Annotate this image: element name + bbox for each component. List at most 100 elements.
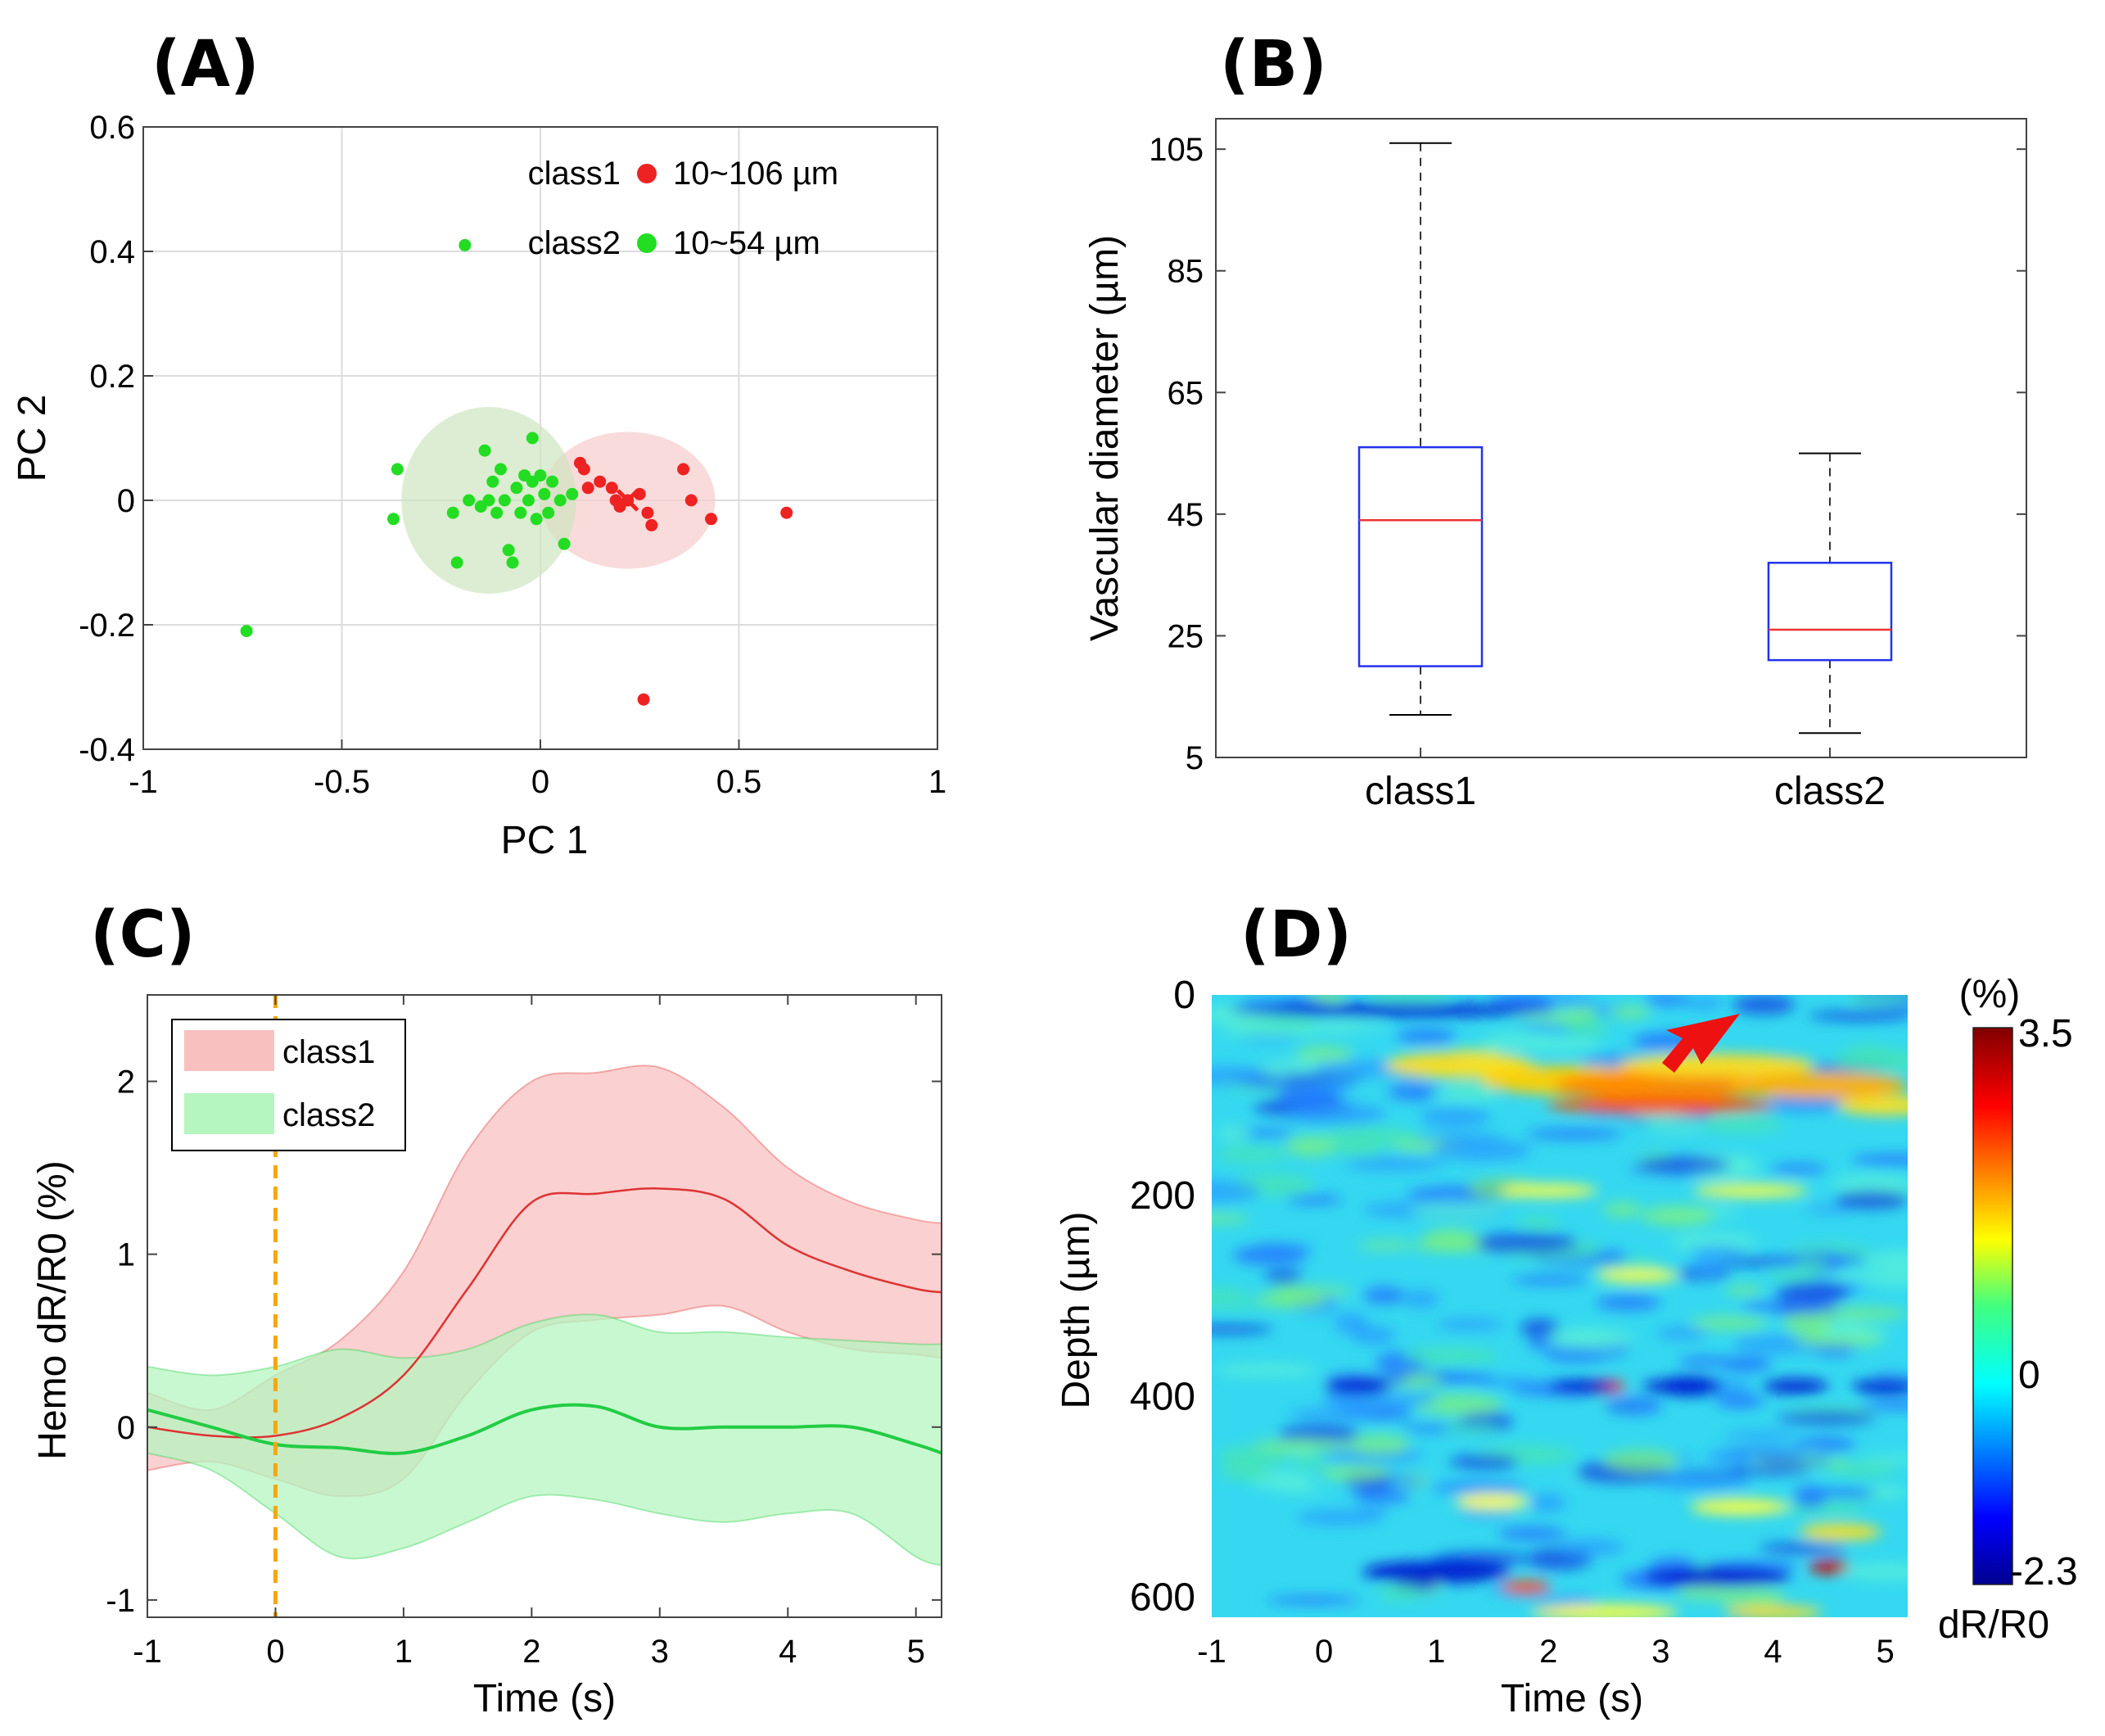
b-x-ticks: class1 class2 <box>1365 748 1886 813</box>
d-texture-blob <box>1449 1454 1520 1470</box>
d-heatmap <box>1212 995 1908 1617</box>
c-x-ticks: -1 0 1 2 3 4 5 <box>133 995 925 1670</box>
b-xtick-label: class1 <box>1365 770 1476 813</box>
d-texture-blob <box>1352 1489 1412 1503</box>
b-y-ticks: 5 25 45 65 85 105 <box>1149 132 2026 776</box>
a-point-class1 <box>780 506 793 519</box>
d-texture-blob <box>1818 1320 1870 1338</box>
d-texture-blob <box>1857 1454 1908 1464</box>
a-point-class2 <box>546 475 559 488</box>
a-xtick-label: 0 <box>531 764 549 800</box>
a-ytick-label: 0.6 <box>89 110 135 146</box>
d-ytick-label: 200 <box>1130 1174 1195 1218</box>
d-texture-blob <box>1698 1116 1783 1133</box>
d-hot-region <box>1499 1184 1598 1198</box>
b-boxes <box>1357 142 1893 735</box>
a-point-class2 <box>522 494 535 507</box>
d-texture-blob <box>1344 1156 1444 1171</box>
a-point-class2 <box>391 463 404 476</box>
d-texture-blob <box>1689 1245 1747 1257</box>
b-box-class1 <box>1357 445 1484 667</box>
c-xtick-label: 1 <box>395 1634 413 1670</box>
a-point-class2 <box>530 513 543 526</box>
d-texture-blob <box>1288 1408 1380 1422</box>
d-texture-blob <box>1768 1269 1822 1282</box>
c-legend-class1: class1 <box>282 1034 375 1070</box>
d-texture-blob <box>1217 1026 1322 1037</box>
d-texture-blob <box>1545 1349 1606 1363</box>
c-y-ticks: -1 0 1 2 <box>106 1065 942 1619</box>
d-texture-blob <box>1215 1146 1288 1163</box>
d-xtick-label: 0 <box>1315 1634 1333 1670</box>
d-texture-blob <box>1285 1195 1343 1205</box>
c-mean-class1 <box>147 1187 942 1439</box>
d-texture-blob <box>1481 1033 1556 1051</box>
a-point-class2 <box>506 556 519 569</box>
d-texture-blob <box>1320 1464 1390 1481</box>
d-texture-blob <box>1525 1128 1624 1140</box>
d-texture-blob <box>1724 1285 1764 1295</box>
panel-c: (C) -1 0 1 2 3 4 5 -1 0 1 2 Time (s) Hemo dR/R0 (… <box>31 898 942 1720</box>
b-box-class2 <box>1767 562 1893 662</box>
d-texture-blob <box>1740 1300 1839 1313</box>
d-texture-blob <box>1717 1588 1786 1607</box>
d-texture-blob <box>1555 1594 1597 1606</box>
d-cold-region <box>1549 1380 1615 1394</box>
d-colorbar-unit: (%) <box>1959 973 2021 1016</box>
b-axes-box <box>1215 118 2027 758</box>
d-texture-blob <box>1471 1232 1578 1254</box>
d-hot-region <box>1836 1095 1908 1115</box>
d-texture-blob <box>1678 1355 1732 1368</box>
a-legend-class1-marker <box>637 164 657 183</box>
a-point-class1 <box>581 481 594 495</box>
d-texture-blob <box>1818 1307 1908 1320</box>
d-texture-blob <box>1644 995 1691 1006</box>
d-texture-blob <box>1420 1105 1491 1128</box>
d-texture-blob <box>1276 1086 1341 1108</box>
d-texture-blob <box>1834 1191 1908 1209</box>
d-texture-blob <box>1831 1174 1908 1194</box>
a-class1-centroid <box>616 489 639 512</box>
c-xtick-label: 4 <box>779 1634 797 1670</box>
a-legend: class1 10~106 µm class2 10~54 µm <box>528 156 838 261</box>
a-point-class2 <box>514 506 527 519</box>
a-point-class2 <box>498 494 511 507</box>
d-xtick-label: 2 <box>1539 1634 1557 1670</box>
a-point-class2 <box>490 506 504 519</box>
d-texture-blob <box>1434 1372 1493 1383</box>
a-point-class1 <box>637 693 650 706</box>
a-point-class2 <box>495 463 507 476</box>
d-texture-blob <box>1714 1394 1765 1409</box>
panel-b: (B) 5 25 45 65 85 105 class1 class2 Vascular d… <box>1083 28 2027 813</box>
a-point-class2 <box>502 544 515 557</box>
panel-d-label: (D) <box>1240 898 1352 972</box>
d-x-ticks: -1 0 1 2 3 4 5 <box>1197 1634 1894 1670</box>
d-colorbar-zero: 0 <box>2018 1354 2040 1397</box>
d-texture-blob <box>1212 1180 1260 1203</box>
d-texture-blob <box>1832 1048 1908 1072</box>
a-point-class2 <box>534 469 547 482</box>
d-texture-blob <box>1558 1538 1625 1557</box>
d-texture-blob <box>1214 1363 1318 1377</box>
a-xtick-label: 1 <box>928 764 946 800</box>
d-texture-blob <box>1330 1139 1385 1157</box>
d-texture-blob <box>1797 1258 1832 1270</box>
arrow-icon <box>1662 1014 1740 1073</box>
d-texture-blob <box>1732 995 1796 1015</box>
d-cold-region <box>1852 1379 1908 1395</box>
d-texture-blob <box>1266 1595 1360 1605</box>
a-point-class2 <box>542 506 555 519</box>
d-texture-blob <box>1691 1256 1725 1277</box>
d-texture-blob <box>1646 1114 1707 1134</box>
a-point-class2 <box>553 494 567 507</box>
c-xtick-label: 2 <box>522 1634 540 1670</box>
a-ytick-label: 0.4 <box>89 234 135 270</box>
d-texture-blob <box>1841 1562 1908 1581</box>
d-texture-blob <box>1725 1448 1806 1458</box>
d-texture-blob <box>1212 1214 1249 1224</box>
d-texture-blob <box>1518 1216 1561 1229</box>
c-bands <box>147 1065 942 1566</box>
d-colorbar <box>1972 1027 2013 1585</box>
d-texture-blob <box>1565 1019 1610 1036</box>
d-red-arrow <box>1662 1014 1740 1073</box>
